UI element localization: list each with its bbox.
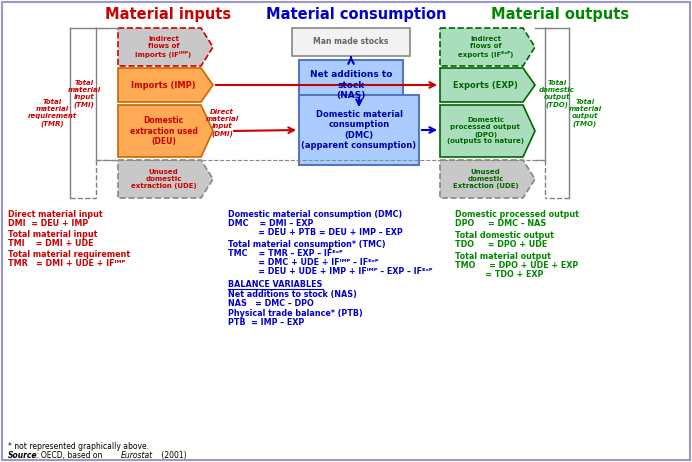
Text: Total material requirement: Total material requirement [8,250,130,259]
Text: TMR   = DMI + UDE + IFᴵᴹᴾ: TMR = DMI + UDE + IFᴵᴹᴾ [8,259,125,268]
Text: Domestic processed output: Domestic processed output [455,210,579,219]
Text: TMO     = DPO + UDE + EXP: TMO = DPO + UDE + EXP [455,261,579,270]
Text: DMC    = DMI – EXP: DMC = DMI – EXP [228,219,313,228]
FancyBboxPatch shape [299,60,403,110]
Text: Total material input: Total material input [8,230,98,239]
Text: Material outputs: Material outputs [491,6,629,22]
Text: Direct
material
input
(DMI): Direct material input (DMI) [206,109,239,137]
Text: Domestic material consumption (DMC): Domestic material consumption (DMC) [228,210,402,219]
Text: Total domestic output: Total domestic output [455,231,554,240]
Text: Total
material
input
(TMI): Total material input (TMI) [67,80,100,108]
Text: Unused
domestic
extraction (UDE): Unused domestic extraction (UDE) [131,169,197,189]
Text: = TDO + EXP: = TDO + EXP [455,270,543,279]
Text: Material inputs: Material inputs [105,6,231,22]
Text: = DEU + UDE + IMP + IFᴵᴹᴾ – EXP – IFᴱˣᴾ: = DEU + UDE + IMP + IFᴵᴹᴾ – EXP – IFᴱˣᴾ [228,267,432,276]
FancyBboxPatch shape [292,28,410,56]
Text: Net additions to stock (NAS): Net additions to stock (NAS) [228,290,357,299]
Text: Indirect
flows of
imports (IFᴵᴹᴾ): Indirect flows of imports (IFᴵᴹᴾ) [136,36,192,58]
Text: Total
material
output
(TMO): Total material output (TMO) [568,99,601,127]
Text: Total material output: Total material output [455,252,551,261]
Text: = DEU + PTB = DEU + IMP – EXP: = DEU + PTB = DEU + IMP – EXP [228,228,403,237]
Text: Domestic
processed output
(DPO)
(outputs to nature): Domestic processed output (DPO) (outputs… [447,117,524,145]
Text: : OECD, based on: : OECD, based on [36,451,104,460]
Text: Total material consumption* (TMC): Total material consumption* (TMC) [228,240,385,249]
Text: Man made stocks: Man made stocks [313,37,389,47]
Text: DPO     = DMC – NAS: DPO = DMC – NAS [455,219,546,228]
Text: Direct material input: Direct material input [8,210,102,219]
Text: TMI    = DMI + UDE: TMI = DMI + UDE [8,239,93,248]
Text: Imports (IMP): Imports (IMP) [131,80,196,90]
Text: Eurostat: Eurostat [121,451,153,460]
Text: Total
material
requirement
(TMR): Total material requirement (TMR) [28,99,77,127]
Text: Physical trade balance* (PTB): Physical trade balance* (PTB) [228,309,363,318]
Text: Unused
domestic
Extraction (UDE): Unused domestic Extraction (UDE) [453,169,518,189]
Text: Domestic
extraction used
(DEU): Domestic extraction used (DEU) [129,116,197,146]
Polygon shape [118,68,213,102]
Text: Exports (EXP): Exports (EXP) [453,80,518,90]
Text: Domestic material
consumption
(DMC)
(apparent consumption): Domestic material consumption (DMC) (app… [302,110,417,150]
Text: Indirect
flows of
exports (IFᴱˣᴾ): Indirect flows of exports (IFᴱˣᴾ) [458,36,513,58]
Text: Total
domestic
output
(TDO): Total domestic output (TDO) [539,80,575,108]
Text: DMI  = DEU + IMP: DMI = DEU + IMP [8,219,89,228]
Text: Material consumption: Material consumption [266,6,446,22]
Polygon shape [440,105,535,157]
Text: PTB  = IMP – EXP: PTB = IMP – EXP [228,318,304,327]
Text: Source: Source [8,451,37,460]
Text: * not represented graphically above.: * not represented graphically above. [8,442,149,451]
Text: (2001): (2001) [159,451,187,460]
Text: TMC    = TMR – EXP – IFᴱˣᴾ: TMC = TMR – EXP – IFᴱˣᴾ [228,249,343,258]
Polygon shape [118,28,213,66]
Polygon shape [118,160,213,198]
Text: BALANCE VARIABLES: BALANCE VARIABLES [228,280,322,289]
Polygon shape [440,28,535,66]
Text: = DMC + UDE + IFᴵᴹᴾ – IFᴱˣᴾ: = DMC + UDE + IFᴵᴹᴾ – IFᴱˣᴾ [228,258,379,267]
Polygon shape [440,68,535,102]
Polygon shape [118,105,213,157]
Polygon shape [440,160,535,198]
Text: TDO     = DPO + UDE: TDO = DPO + UDE [455,240,547,249]
Text: Net additions to
stock
(NAS): Net additions to stock (NAS) [310,70,392,100]
Text: NAS   = DMC – DPO: NAS = DMC – DPO [228,299,313,308]
FancyBboxPatch shape [299,95,419,165]
